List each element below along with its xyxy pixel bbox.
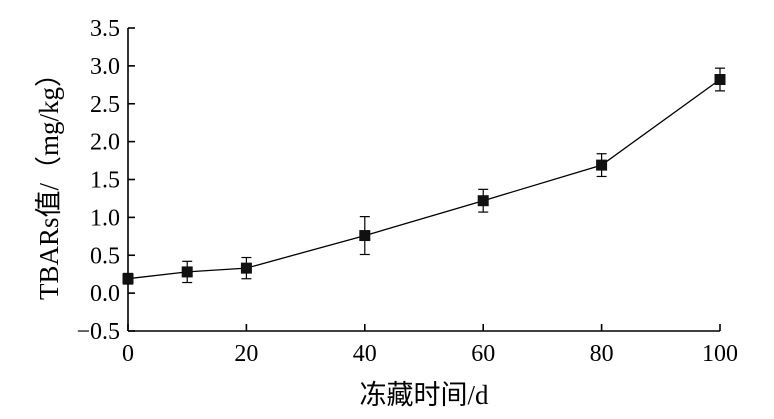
y-tick-label: 0.5: [90, 243, 120, 269]
x-tick-label: 60: [471, 341, 495, 367]
x-tick-label: 20: [234, 341, 258, 367]
y-tick-label: 3.0: [90, 54, 120, 80]
y-tick-label: 0.0: [90, 281, 120, 307]
x-tick-label: 40: [353, 341, 377, 367]
y-tick-label: 1.0: [90, 205, 120, 231]
x-tick-label: 100: [702, 341, 738, 367]
data-point: [181, 266, 193, 278]
series-line: [127, 78, 721, 280]
plot-area: [122, 67, 726, 285]
x-tick-label: 0: [122, 341, 134, 367]
data-point: [477, 195, 489, 207]
axes: [127, 28, 720, 332]
y-tick-label: 2.0: [90, 130, 120, 156]
y-tick-label: 1.5: [90, 168, 120, 194]
data-point: [714, 74, 726, 86]
data-point: [596, 159, 608, 171]
y-axis-ticks: −0.5 0.0 0.5 1.0 1.5 2.0 2.5 3.0 3.5: [76, 16, 135, 345]
y-tick-label: 2.5: [90, 92, 120, 118]
data-point: [240, 262, 252, 274]
x-axis-title: 冻藏时间/d: [359, 380, 489, 410]
y-axis-title: TBARs值/（mg/kg）: [34, 60, 64, 300]
x-tick-label: 80: [590, 341, 614, 367]
y-tick-label: −0.5: [76, 319, 120, 345]
x-axis-ticks: 0 20 40 60 80 100: [122, 324, 738, 367]
data-point: [122, 273, 134, 285]
y-tick-label: 3.5: [90, 16, 120, 42]
data-point: [359, 230, 371, 242]
